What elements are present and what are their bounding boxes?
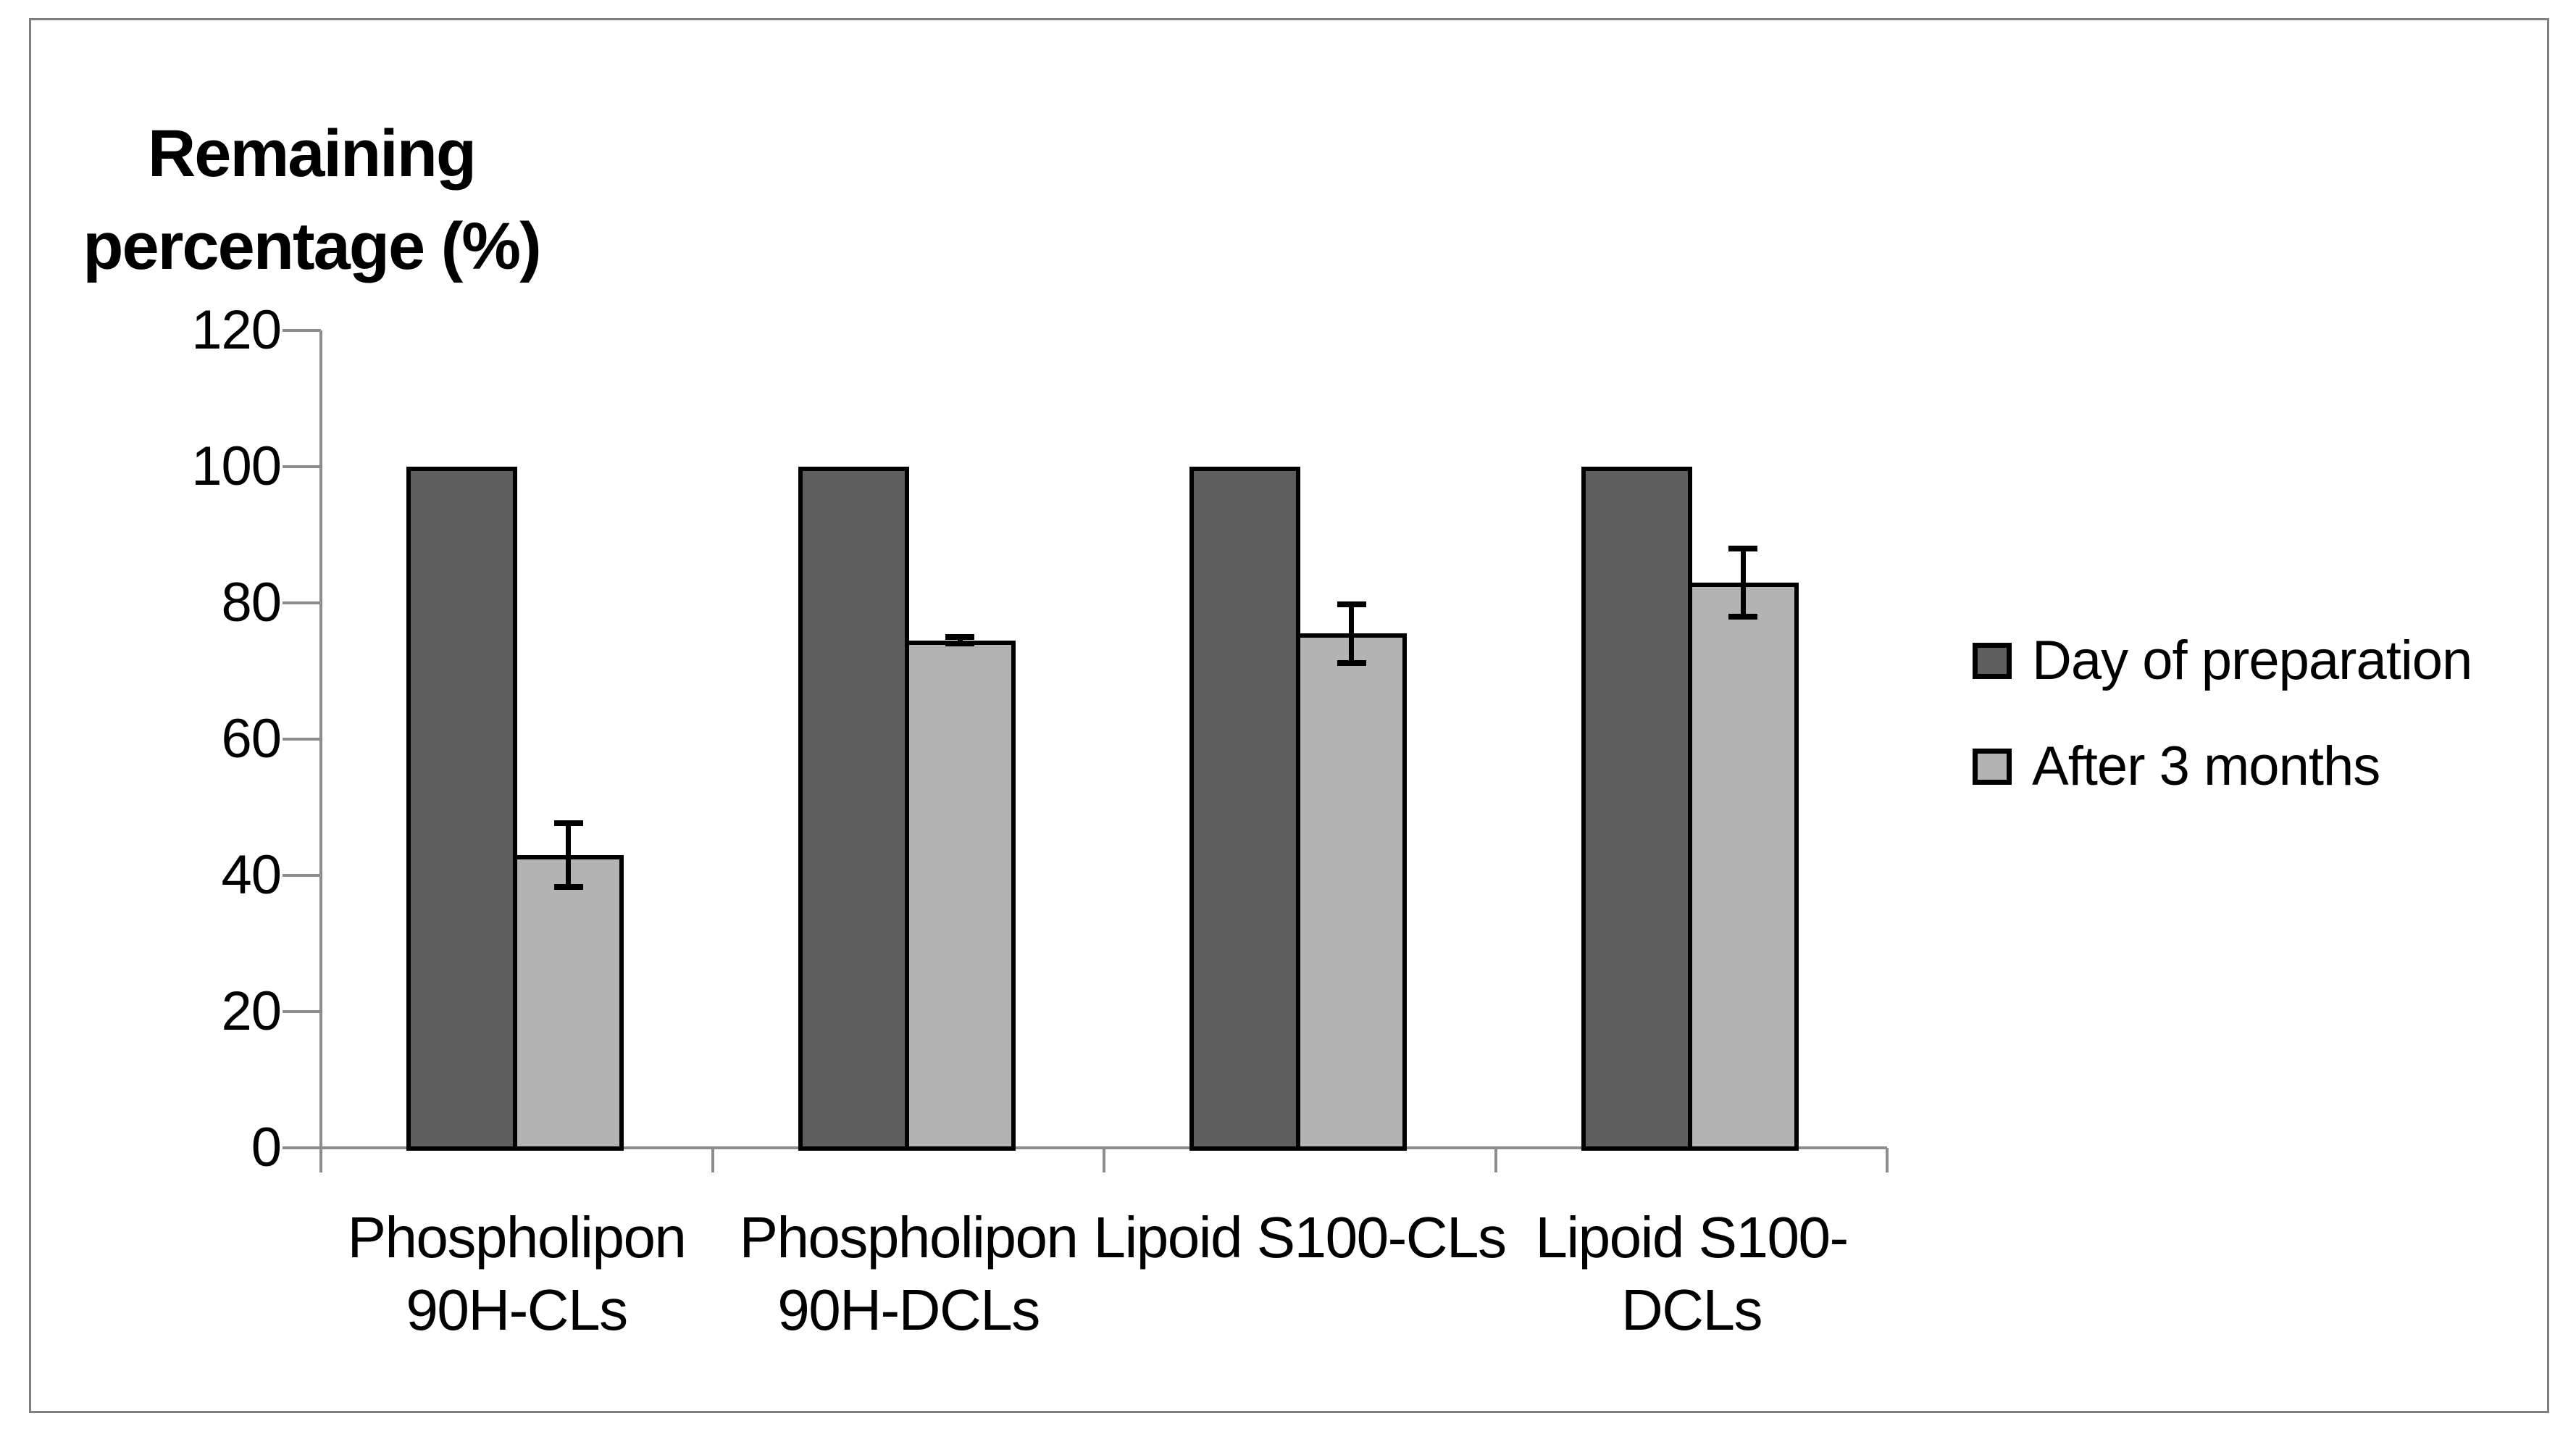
bar-day-of-preparation — [406, 467, 517, 1151]
x-tick-mark — [1494, 1148, 1497, 1172]
x-category-label: Lipoid S100-CLs — [1068, 1201, 1531, 1274]
bar-after-3-months — [905, 641, 1016, 1151]
legend-label: After 3 months — [2032, 736, 2380, 797]
bar-after-3-months — [1688, 583, 1799, 1151]
x-category-label-line: Phospholipon — [347, 1205, 687, 1270]
y-tick-label: 0 — [251, 1117, 282, 1178]
x-category-label: Lipoid S100- DCLs — [1460, 1201, 1923, 1346]
legend-item: Day of preparation — [1973, 633, 2472, 688]
chart-frame-border — [29, 18, 2549, 1413]
y-tick-label: 80 — [221, 572, 282, 633]
legend-label: Day of preparation — [2032, 630, 2472, 691]
y-axis-title-line2: percentage (%) — [83, 209, 542, 283]
bar-day-of-preparation — [798, 467, 909, 1151]
x-category-label-line: Lipoid S100- — [1535, 1205, 1849, 1270]
error-bar-cap-bottom — [1337, 660, 1366, 666]
error-bar-cap-top — [1337, 601, 1366, 607]
y-axis-line — [319, 330, 322, 1172]
y-tick-mark — [283, 329, 321, 332]
x-category-label-line: Phospholipon — [739, 1205, 1079, 1270]
y-tick-mark — [283, 738, 321, 741]
legend-swatch — [1973, 643, 2012, 679]
y-axis-title-line1: Remaining — [147, 117, 477, 191]
error-bar-cap-bottom — [945, 641, 974, 646]
y-tick-mark — [283, 601, 321, 604]
y-tick-label: 40 — [221, 844, 282, 906]
x-tick-mark — [1103, 1148, 1105, 1172]
bar-after-3-months — [513, 855, 624, 1151]
y-tick-label: 100 — [191, 436, 282, 497]
error-bar-cap-top — [945, 634, 974, 640]
y-tick-mark — [283, 465, 321, 468]
error-bar-line — [1741, 549, 1746, 617]
y-tick-mark — [283, 874, 321, 877]
error-bar-cap-bottom — [1728, 614, 1757, 620]
error-bar-cap-top — [554, 820, 583, 826]
legend-swatch — [1973, 749, 2012, 785]
error-bar-cap-bottom — [554, 884, 583, 890]
x-tick-mark — [1886, 1148, 1889, 1172]
y-tick-mark — [283, 1010, 321, 1013]
bar-after-3-months — [1296, 633, 1407, 1151]
x-category-label-line: DCLs — [1621, 1278, 1763, 1342]
error-bar-line — [1349, 604, 1354, 663]
x-category-label-line: 90H-DCLs — [777, 1278, 1040, 1342]
x-tick-mark — [319, 1148, 322, 1172]
y-tick-label: 60 — [221, 708, 282, 770]
error-bar-line — [566, 823, 571, 887]
x-category-label-line: Lipoid S100-CLs — [1093, 1205, 1507, 1270]
bar-day-of-preparation — [1189, 467, 1300, 1151]
bar-day-of-preparation — [1581, 467, 1692, 1151]
x-tick-mark — [711, 1148, 714, 1172]
y-tick-label: 20 — [221, 980, 282, 1042]
x-category-label: Phospholipon 90H-DCLs — [677, 1201, 1140, 1346]
legend-item: After 3 months — [1973, 739, 2380, 794]
error-bar-line — [958, 637, 963, 643]
x-category-label: Phospholipon 90H-CLs — [285, 1201, 748, 1346]
error-bar-cap-top — [1728, 546, 1757, 551]
y-tick-label: 120 — [191, 299, 282, 361]
x-category-label-line: 90H-CLs — [406, 1278, 628, 1342]
y-axis-title: Remaining percentage (%) — [22, 107, 601, 293]
x-axis-line — [283, 1146, 1887, 1149]
